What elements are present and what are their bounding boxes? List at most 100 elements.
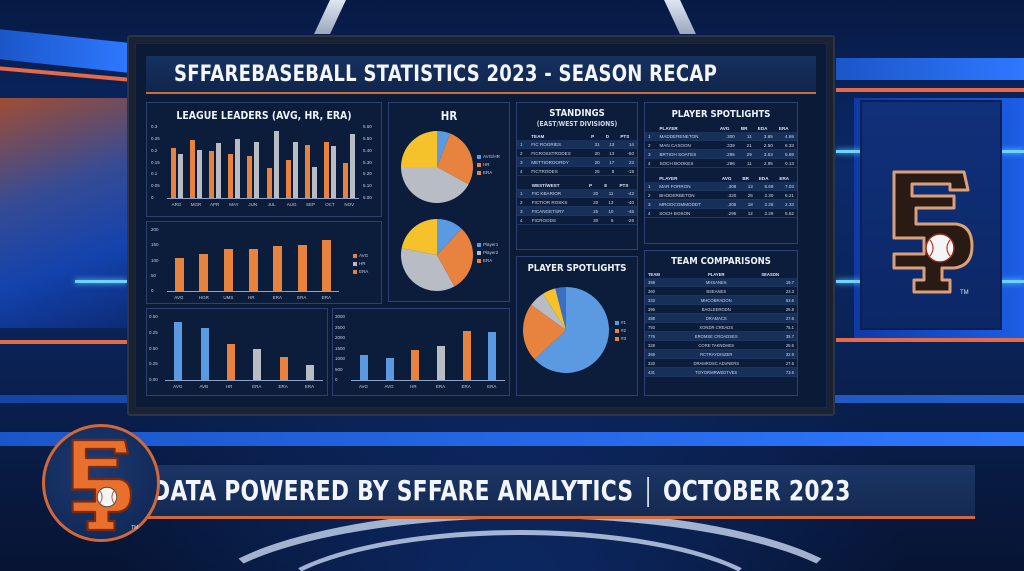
- table-cell: 368: [645, 349, 675, 359]
- table-row: 488 DRAMACS 27.6: [645, 313, 797, 323]
- y-tick-label: 0.25: [151, 135, 160, 141]
- pie-slice: [531, 293, 566, 330]
- table-row: 4 FICROODS 30 6 -26: [517, 215, 637, 225]
- column-header: ERA: [779, 175, 790, 181]
- y-tick-label: 100: [151, 257, 159, 263]
- pie-slice: [437, 131, 451, 167]
- x-tick-label: ERA: [272, 295, 282, 300]
- column-header: AVG: [721, 175, 732, 181]
- chart-legend: AVG HR ERA: [353, 252, 368, 276]
- y-tick-label: 200: [151, 227, 159, 232]
- table-cell: -46: [616, 206, 637, 216]
- hr-pie-panel: HR AVG/HR HR ERA Player1 Player2 ERA: [388, 102, 510, 302]
- table-cell: SOCH BOOKES: [656, 158, 717, 168]
- table-cell: BRTIOH SOATES: [656, 149, 717, 159]
- table-cell: 13: [739, 182, 756, 191]
- table-cell: 13: [602, 140, 618, 149]
- table-cell: .296: [716, 158, 738, 168]
- chart-bar: [312, 166, 317, 198]
- x-tick-label: HR: [248, 295, 255, 300]
- table-cell: 20: [585, 189, 602, 198]
- table-cell: FIC ROGRIES: [528, 140, 589, 149]
- table-cell: 3: [517, 206, 529, 216]
- table-cell: CORE TAKNDHES: [674, 340, 759, 350]
- x-tick-label: SEP: [306, 202, 316, 207]
- pie-slice: [437, 133, 473, 185]
- table-row: 3 METTIOROORDY 20 17 23: [517, 157, 637, 167]
- player-spotlights-table-2: PLAYER AVG BR EDA ERA 1 MAR FORRON .308 13 5.69 7.…: [645, 174, 797, 218]
- pie-slice: [437, 228, 473, 287]
- trademark-label: TM: [960, 290, 969, 296]
- y-tick-label: 5.60: [363, 124, 372, 129]
- table-cell: 31: [588, 140, 603, 149]
- footer-logo: TM: [42, 424, 160, 542]
- y-tick-label: 0.05: [151, 183, 160, 189]
- table-cell: 2: [645, 140, 657, 150]
- table-cell: 333: [645, 358, 675, 368]
- table-row: 2 FICROSSTRODES 20 13 -60: [517, 148, 637, 158]
- table-cell: 333: [645, 295, 675, 305]
- x-tick-label: ERA: [252, 384, 262, 389]
- table-cell: MAR FORRON: [656, 182, 719, 191]
- y-tick-label: 0.00: [149, 377, 158, 382]
- table-cell: 13: [602, 148, 618, 158]
- dashboard-monitor: SFFAREBASEBALL STATISTICS 2023 - SEASON …: [127, 35, 835, 416]
- standings-panel: STANDINGS (EAST/WEST DIVISIONS) TEAM P D PT…: [516, 102, 638, 250]
- table-cell: -42: [616, 189, 637, 198]
- table-cell: 2: [517, 148, 529, 158]
- table-row: 368 RCTRAYDISZER 32.9: [645, 349, 797, 359]
- studio-orange-stripe: [0, 340, 128, 344]
- table-row: 431 TOYORMRWEDTVES 73.6: [645, 367, 797, 377]
- chart-bar: [343, 163, 349, 198]
- y-tick-label: 0.2: [151, 147, 158, 153]
- x-tick-label: AVB: [199, 384, 209, 389]
- table-row: 396 BAGLEERODN 25.8: [645, 304, 797, 314]
- pie-slice: [523, 304, 566, 360]
- table-row: 398 MHSANES 19.7: [645, 278, 797, 287]
- y-tick-label: 0.15: [151, 159, 160, 165]
- column-header: PTS: [619, 182, 629, 188]
- player-spotlights-table-panel: PLAYER SPOTLIGHTS PLAYER AVG BR EDA ERA 1 MADD…: [644, 102, 798, 244]
- league-leaders-panel: LEAGUE LEADERS (AVG, HR, ERA) ARG MGR APR M…: [146, 102, 382, 217]
- table-row: 333 DRAMROSC ADVNERS 27.6: [645, 358, 797, 368]
- table-cell: 4: [645, 208, 657, 218]
- table-cell: DRAMROSC ADVNERS: [674, 358, 759, 368]
- table-row: 2 BHODERBETON .320 25 2.30 6.21: [645, 190, 797, 200]
- chart-bar: [385, 357, 394, 380]
- table-header-row: TEAM PLAYER SEASON: [645, 270, 797, 278]
- table-header-row: TEAM P D PTS: [517, 132, 637, 140]
- chart-bar: [226, 343, 235, 380]
- table-cell: .320: [718, 190, 740, 200]
- pie-slice: [555, 287, 566, 330]
- table-cell: 27.6: [758, 313, 797, 323]
- table-cell: 6.21: [776, 190, 797, 200]
- trademark-label: TM: [131, 525, 139, 531]
- x-tick-label: JUN: [248, 202, 258, 207]
- table-cell: 1: [517, 140, 529, 149]
- footer-separator: [647, 477, 649, 507]
- column-header: BR: [742, 175, 749, 181]
- chart-bar: [196, 150, 202, 198]
- y-tick-label: 3000: [335, 314, 346, 319]
- floor-arc: [260, 530, 780, 571]
- total-bar-chart-panel: AVG AVG HR ERA ERA ERA 0 500 1000 1500 2000 2500 300…: [332, 308, 510, 396]
- column-header: SEASON: [761, 271, 780, 277]
- x-tick-label: APR: [210, 202, 220, 207]
- table-cell: 27.6: [758, 358, 797, 368]
- table-cell: 5.69: [755, 182, 777, 191]
- column-header: EDA: [758, 175, 769, 181]
- pie-slice: [534, 287, 609, 373]
- table-row: 328 CORE TAKNDHES 25.6: [645, 340, 797, 350]
- table-cell: FICANGETSRY: [528, 206, 586, 216]
- chart-bar: [174, 258, 184, 291]
- table-cell: 3.65: [754, 132, 776, 141]
- table-cell: 2.28: [755, 199, 777, 209]
- table-cell: 23.3: [758, 286, 797, 296]
- table-cell: -26: [616, 215, 637, 225]
- y-tick-label: 0: [151, 195, 154, 200]
- table-cell: 75.1: [758, 322, 797, 332]
- table-cell: 25: [588, 166, 603, 176]
- column-header: PLAYER: [659, 175, 678, 181]
- table-cell: MAN CASOON: [656, 140, 717, 150]
- table-cell: 1: [645, 132, 657, 141]
